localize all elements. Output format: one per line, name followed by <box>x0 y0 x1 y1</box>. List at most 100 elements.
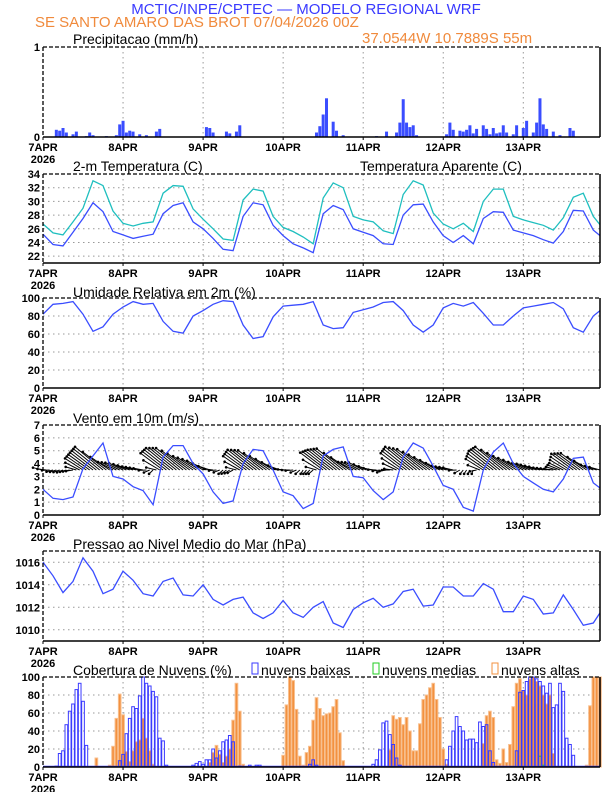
wind-vector-head <box>304 472 308 476</box>
wind-vector <box>65 462 80 471</box>
wind-vector-head <box>546 463 549 467</box>
precip-bar <box>558 135 562 137</box>
wind-vector <box>249 455 271 471</box>
wind-vector <box>125 466 137 471</box>
precip-bar <box>208 128 212 137</box>
wind-vector-head <box>550 452 553 456</box>
wind-vector <box>302 451 327 471</box>
wind-vector <box>73 448 101 471</box>
wind-vector-head <box>566 455 569 459</box>
wind-vector-head <box>441 466 445 469</box>
cloud-high-bar <box>281 754 285 768</box>
wind-vector <box>520 464 534 471</box>
precip-bar <box>451 129 455 137</box>
main-title: MCTIC/INPE/CPTEC — MODELO REGIONAL WRF <box>131 1 480 18</box>
wind-vector <box>313 448 341 471</box>
cloud-high-bar <box>428 687 432 768</box>
precip-bar <box>314 132 318 137</box>
wind-vector-head <box>224 450 228 454</box>
x-tick-label: 10APR <box>265 268 301 280</box>
cloud-high-bar <box>304 752 309 768</box>
wind-vector-head <box>382 447 386 451</box>
precip-bar <box>64 132 68 137</box>
wind-vector <box>567 456 587 471</box>
y-tick-label: 1016 <box>16 557 40 569</box>
cloud-high-bar <box>321 715 326 768</box>
precip-bar <box>531 132 535 137</box>
wind-vector-head <box>381 462 385 465</box>
legend-high: nuvens altas <box>501 662 580 678</box>
wind-vector-head <box>340 460 343 464</box>
wind-line <box>42 441 601 512</box>
wind-vector-head <box>539 467 542 470</box>
cloud-high-bar <box>411 750 416 768</box>
y-tick-label: 80 <box>28 690 40 702</box>
wind-vector <box>177 457 197 471</box>
cloud-high-bar <box>424 694 429 768</box>
y-tick-label: 100 <box>22 672 40 684</box>
wind-vector-head <box>548 458 552 462</box>
wind-vector-head <box>36 467 39 471</box>
wind-vector <box>466 455 487 471</box>
wind-vector <box>382 463 397 471</box>
cloud-high-bar <box>114 717 119 768</box>
precip-bar <box>481 125 485 137</box>
precip-bar <box>395 132 399 137</box>
precip-bar <box>488 134 492 137</box>
wind-vector-head <box>531 466 535 469</box>
wind-vector-head <box>116 464 120 467</box>
precip-bar <box>458 130 462 137</box>
wind-vector-head <box>375 471 379 474</box>
precip-bar <box>144 135 148 137</box>
wind-vector-head <box>491 454 495 458</box>
cloud-high-bar <box>338 732 342 768</box>
precip-bar <box>401 99 405 137</box>
precip-bar <box>551 131 555 137</box>
wind-vector-head <box>142 459 145 462</box>
wind-vector-head <box>289 471 292 474</box>
wind-vector <box>143 449 171 471</box>
y-tick-label: 30 <box>28 196 40 208</box>
wind-vector <box>145 447 174 471</box>
precip-bar <box>545 128 549 137</box>
x-tick-label: 13APR <box>506 393 542 405</box>
wind-vector-head <box>217 472 220 476</box>
wind-vector-head <box>73 445 77 449</box>
wind-vector-head <box>298 451 302 454</box>
precip-panel: 0 1 7APR 8APR 9APR 10APR 11APR 12APR 13APR 2026 <box>28 42 601 166</box>
wind-vector-head <box>572 459 576 463</box>
wind-vector-head <box>307 472 310 476</box>
wind-vector <box>380 452 404 471</box>
wind-vector <box>234 449 261 471</box>
wind-vector-head <box>535 466 539 470</box>
precip-bar <box>238 125 242 137</box>
wind-vector-head <box>383 445 387 449</box>
wind-vector-head <box>63 457 67 460</box>
wind-vector <box>480 449 507 471</box>
wind-vector <box>516 463 531 471</box>
wind-vector-head <box>224 466 228 469</box>
wind-vector-head <box>458 472 462 476</box>
cloud-high-bar <box>438 717 442 768</box>
x-tick-label: 12APR <box>426 268 462 280</box>
wind-vector-head <box>142 448 146 452</box>
wind-vector <box>167 453 191 471</box>
wind-vector <box>467 453 491 471</box>
cloud-high-bar <box>434 699 439 768</box>
x-tick-label: 11APR <box>346 393 381 405</box>
wind-vector-head <box>223 452 226 456</box>
wind-vector-head <box>67 453 70 456</box>
cloud-high-bar <box>501 748 506 768</box>
x-year-label: 2026 <box>31 154 55 166</box>
precip-bar <box>465 129 469 137</box>
legend-low: nuvens baixas <box>261 662 351 678</box>
wind-vector-head <box>185 459 189 463</box>
precip-bar <box>331 121 335 137</box>
precip-bar <box>398 122 402 137</box>
cloud-high-bar <box>294 708 299 768</box>
wind-vector-head <box>479 448 483 452</box>
y-tick-label: 20 <box>28 365 40 377</box>
wind-vector <box>549 459 567 471</box>
wind-vector-head <box>299 472 302 476</box>
